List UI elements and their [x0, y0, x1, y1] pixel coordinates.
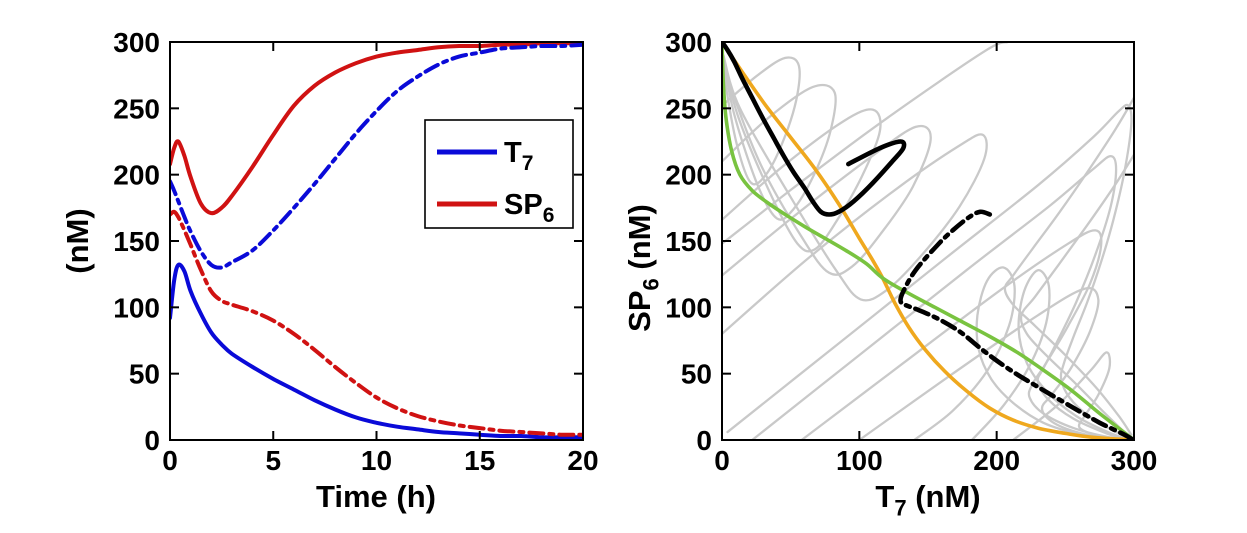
left-series-sp6-dash-dot-line: [169, 209, 584, 437]
legend-label-sp6: SP6: [504, 189, 554, 227]
left-x-axis-label: Time (h): [316, 479, 436, 514]
left-axes-box: [169, 41, 584, 441]
gray-trajectory-8: [800, 229, 1133, 441]
right-x-tick-label: 300: [1111, 445, 1158, 476]
left-series-sp6-solid-line: [169, 41, 584, 216]
left-x-tick-label: 15: [464, 445, 495, 476]
gray-trajectory-11: [1019, 153, 1135, 440]
left-y-tick-label: 50: [129, 359, 160, 390]
left-y-tick-label: 0: [144, 425, 160, 456]
gray-trajectory-13: [970, 269, 1132, 441]
gray-trajectory-2: [721, 56, 837, 221]
left-y-tick-label: 250: [113, 93, 160, 124]
gray-trajectory-4: [721, 50, 932, 277]
left-x-tick-label: 5: [265, 445, 281, 476]
left-x-tick-label: 20: [567, 445, 598, 476]
right-series-black-solid-trajectory-line: [721, 41, 907, 217]
right-y-tick-label: 150: [665, 226, 712, 257]
right-y-tick-label: 200: [665, 160, 712, 191]
left-x-tick-label: 10: [361, 445, 392, 476]
gray-trajectory-1: [721, 47, 801, 186]
right-series-orange-nullcline-line: [721, 41, 1135, 441]
gray-trajectory-5: [721, 54, 988, 336]
right-y-tick-label: 300: [665, 27, 712, 58]
legend-box: [424, 119, 574, 229]
gray-trajectory-7: [751, 154, 1132, 441]
gray-trajectory-10: [1003, 96, 1135, 436]
gray-trajectory-9: [858, 287, 1134, 441]
right-series-black-dash-dot-trajectory-line: [898, 209, 1134, 441]
legend-label-t7: T7: [504, 137, 533, 175]
gray-trajectory-14: [721, 41, 1009, 245]
left-series-t7-dash-dot-line: [169, 42, 584, 270]
left-y-tick-label: 200: [113, 160, 160, 191]
right-y-tick-label: 250: [665, 93, 712, 124]
gray-trajectory-12: [913, 266, 1122, 441]
right-x-axis-label: T7 (nM): [875, 479, 980, 521]
left-series-t7-solid-line: [169, 262, 584, 440]
gray-trajectory-3: [721, 58, 882, 253]
right-x-tick-label: 0: [714, 445, 730, 476]
gray-trajectory-15: [1012, 351, 1133, 441]
right-y-axis-label: SP6 (nM): [622, 204, 664, 332]
left-y-tick-label: 100: [113, 292, 160, 323]
left-y-axis-label: (nM): [60, 208, 95, 273]
right-x-tick-label: 200: [973, 445, 1020, 476]
right-x-tick-label: 100: [836, 445, 883, 476]
right-series-green-nullcline-line: [721, 41, 1135, 441]
left-y-tick-label: 150: [113, 226, 160, 257]
right-y-tick-label: 0: [696, 425, 712, 456]
right-y-tick-label: 50: [681, 359, 712, 390]
left-y-tick-label: 300: [113, 27, 160, 58]
left-x-tick-label: 0: [162, 445, 178, 476]
right-y-tick-label: 100: [665, 292, 712, 323]
